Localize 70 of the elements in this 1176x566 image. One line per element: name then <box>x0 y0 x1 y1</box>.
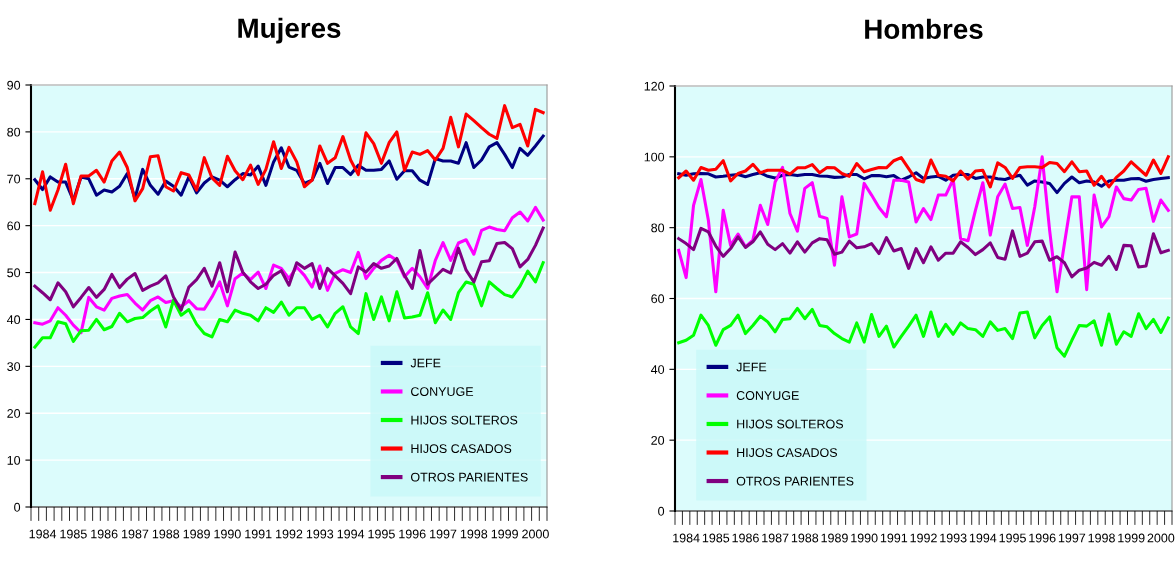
x-tick-label: 1984 <box>29 529 57 539</box>
x-tick-label: 1999 <box>1118 533 1145 543</box>
y-tick-label: 10 <box>7 455 21 465</box>
x-tick-label: 1984 <box>673 533 700 543</box>
x-tick-label: 1995 <box>368 529 395 539</box>
chart-title: Mujeres <box>238 17 341 44</box>
y-tick-label: 100 <box>644 152 665 162</box>
x-tick-label: 1999 <box>491 529 518 539</box>
y-tick-label: 50 <box>7 268 21 278</box>
line-series <box>677 155 1170 189</box>
legend-label: HIJOS CASADOS <box>737 448 837 457</box>
x-tick-label: 1990 <box>214 529 241 539</box>
x-tick-label: 1993 <box>306 529 334 539</box>
x-tick-label: 1985 <box>60 529 87 539</box>
legend-label: OTROS PARIENTES <box>736 476 854 486</box>
x-tick-label: 1986 <box>732 533 759 543</box>
line-series <box>677 306 1170 358</box>
x-tick-label: 1986 <box>91 529 118 539</box>
x-tick-label: 1991 <box>245 529 272 539</box>
x-tick-label: 1988 <box>791 533 819 543</box>
x-tick-label: 1992 <box>910 533 937 543</box>
x-tick-label: 1987 <box>122 529 149 539</box>
x-tick-label: 1992 <box>276 529 303 539</box>
x-tick-label: 1997 <box>430 529 457 539</box>
y-tick-label: 40 <box>6 315 21 325</box>
y-tick-label: 90 <box>7 80 21 90</box>
x-tick-label: 1997 <box>1058 533 1086 543</box>
x-tick-label: 1987 <box>762 533 789 543</box>
legend-label: HIJOS SOLTEROS <box>411 415 518 425</box>
y-tick-label: 60 <box>651 294 665 304</box>
y-tick-label: 40 <box>650 365 665 374</box>
legend-label: JEFE <box>736 362 767 372</box>
x-tick-label: 2000 <box>522 529 549 539</box>
y-tick-label: 80 <box>7 127 21 137</box>
legend-label: JEFE <box>410 358 441 368</box>
legend-label: HIJOS SOLTEROS <box>737 419 844 429</box>
x-tick-label: 2000 <box>1147 533 1175 543</box>
x-tick-label: 1989 <box>183 529 210 539</box>
y-tick-label: 20 <box>651 435 665 445</box>
legend-label: CONYUGE <box>411 387 474 396</box>
legend-label: CONYUGE <box>736 391 799 400</box>
y-tick-label: 120 <box>644 81 665 91</box>
legend-label: OTROS PARIENTES <box>410 472 528 482</box>
y-tick-label: 60 <box>7 221 21 231</box>
line-series <box>33 104 545 212</box>
line-series <box>33 261 545 349</box>
x-tick-label: 1989 <box>821 533 848 543</box>
x-tick-label: 1990 <box>851 533 878 543</box>
line-series <box>677 155 1170 294</box>
line-series <box>33 226 545 312</box>
chart-title: Hombres <box>865 18 983 40</box>
x-tick-label: 1994 <box>969 533 997 543</box>
y-tick-label: 70 <box>7 174 21 184</box>
x-tick-label: 1988 <box>152 529 180 539</box>
x-tick-label: 1985 <box>702 533 730 543</box>
x-tick-label: 1996 <box>399 529 426 539</box>
x-tick-label: 1998 <box>460 529 488 539</box>
y-tick-label: 80 <box>651 223 665 233</box>
y-tick-label: 20 <box>7 409 21 418</box>
x-tick-label: 1991 <box>880 533 908 543</box>
legend-label: HIJOS CASADOS <box>411 444 512 454</box>
y-tick-label: 0 <box>658 506 665 516</box>
x-tick-label: 1995 <box>999 533 1026 543</box>
x-tick-label: 1996 <box>1029 533 1056 543</box>
x-tick-label: 1998 <box>1088 533 1115 543</box>
x-tick-label: 1994 <box>337 529 365 539</box>
y-tick-label: 30 <box>7 362 21 371</box>
line-series <box>677 226 1170 279</box>
x-tick-label: 1993 <box>940 533 967 543</box>
y-tick-label: 0 <box>14 502 21 512</box>
